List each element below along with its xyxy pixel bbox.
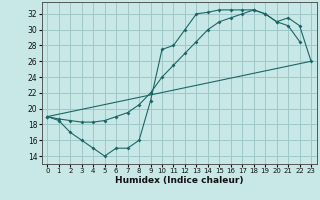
X-axis label: Humidex (Indice chaleur): Humidex (Indice chaleur)	[115, 176, 244, 185]
